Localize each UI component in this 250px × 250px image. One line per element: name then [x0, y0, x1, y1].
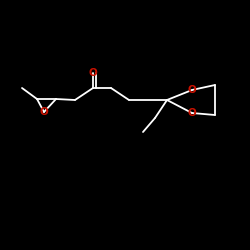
Text: O: O — [188, 108, 196, 118]
Text: O: O — [88, 68, 98, 78]
Text: O: O — [40, 107, 48, 117]
Text: O: O — [188, 85, 196, 95]
